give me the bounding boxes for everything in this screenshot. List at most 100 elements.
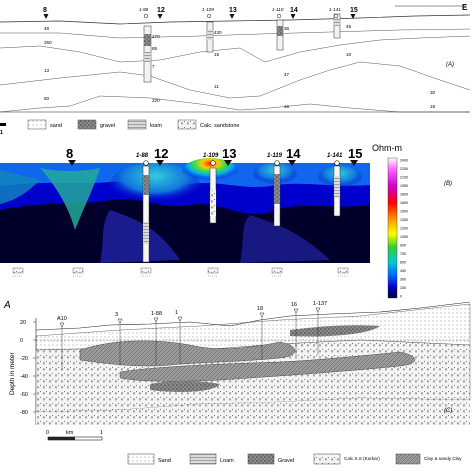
legend-bottom: 0 km 1 Sand Loam Gravel Calc.S.S (Kurkar… [46, 430, 462, 465]
colorbar-tick-label: 2100 [400, 176, 408, 180]
resistivity-value: 270 [152, 34, 160, 39]
legend-sand-label: sand [50, 123, 62, 129]
legend-gravel-swatch [247, 453, 275, 465]
borehole-loam [334, 176, 340, 198]
well-label: 1-88 [151, 311, 162, 317]
station-marker [68, 160, 76, 166]
panel-c-letter: A [3, 300, 11, 311]
scale-bar-fill [48, 437, 75, 440]
legend-loam-swatch [189, 453, 217, 465]
borehole-loam [334, 18, 340, 26]
legend-gravel-label: gravel [100, 123, 115, 129]
legend-top: 1 sand gravel loam Calc. sandstone [0, 119, 239, 136]
scale-label: 1 [0, 130, 3, 136]
colorbar-ticks: 2400225021001950180016501500135012001050… [400, 159, 408, 299]
station-label: 12 [157, 7, 165, 14]
clay-lens [79, 340, 296, 367]
colorbar-tick-label: 2250 [400, 167, 408, 171]
borehole-loam [143, 222, 149, 244]
borehole-marker [206, 13, 212, 19]
y-tick-label: -40 [20, 374, 28, 380]
station-number: 13 [222, 146, 236, 161]
well-marker [259, 312, 265, 318]
colorbar-tick-label: 1800 [400, 193, 408, 197]
borehole-marker [276, 13, 282, 19]
well-label: 1-137 [313, 301, 327, 307]
panel-a-layer-line [0, 95, 470, 113]
colorbar-tick-label: 300 [400, 278, 406, 282]
legend-gravel-swatch [77, 119, 97, 130]
scale-unit: km [66, 430, 74, 436]
borehole-marker [274, 160, 280, 166]
surface-profile [35, 301, 471, 331]
station-marker [350, 14, 356, 19]
borehole-column [142, 165, 150, 263]
borehole-loam [144, 52, 151, 62]
colorbar-tick-label: 1350 [400, 218, 408, 222]
well-label: 16 [291, 302, 297, 308]
panel-a-layer-line [0, 61, 471, 99]
legend-clay-label: Clay & sandy Clay [424, 456, 462, 461]
colorbar-tick-label: 0 [400, 295, 402, 299]
legend-sand-swatch [127, 453, 155, 465]
resistivity-value: 65 [152, 46, 158, 51]
well-label: 1 [175, 310, 178, 316]
colorbar-tick-label: 1200 [400, 227, 408, 231]
scale-right: 1 [100, 430, 103, 436]
legend-loam-label: loam [150, 123, 162, 129]
station-marker [157, 14, 163, 19]
borehole-marker [143, 13, 149, 19]
panel-a-stations: 8 1-88 12 1-109 13 1-110 14 1-141 15 [43, 7, 358, 19]
station-label: 13 [229, 7, 237, 14]
resistivity-cyan-zone [110, 163, 200, 207]
resistivity-value: 47 [284, 72, 290, 77]
panel-c: A 20 0 -20 -40 -60 -80 Depth in meter A10 3 1-8… [3, 300, 471, 425]
legend-gravel-label: Gravel [278, 458, 294, 464]
resistivity-value: 250 [44, 40, 52, 45]
scale-bar [0, 123, 6, 126]
well-label: A10 [57, 316, 67, 322]
station-number: 12 [154, 146, 168, 161]
legend-clay-swatch [395, 453, 421, 465]
resistivity-value: 220 [152, 98, 160, 103]
borehole-label: 1-88 [139, 7, 149, 12]
station-number: 8 [66, 146, 73, 161]
resistivity-value: 48 [44, 26, 50, 31]
well-marker [177, 316, 183, 322]
panel-a-resistivity-values: 48 250 13 80 270 65 7 220 430 15 11 36 47 16 45 10 30 18 [44, 24, 436, 109]
station-marker [229, 14, 235, 19]
station-label: 14 [290, 7, 298, 14]
resistivity-value: 7 [152, 64, 155, 69]
scale-left: 0 [46, 430, 49, 436]
station-marker [156, 160, 164, 166]
resistivity-blue-patch [100, 210, 180, 263]
legend-calc-label: Calc.S.S (Kurkar) [344, 456, 380, 461]
colorbar-tick-label: 600 [400, 261, 406, 265]
legend-calc-swatch [177, 119, 197, 130]
panel-a: 8 1-88 12 1-109 13 1-110 14 1-141 15 48 250 13 80 27… [0, 3, 471, 113]
station-tick [271, 267, 283, 274]
y-tick-label: 20 [20, 320, 26, 326]
well-marker [117, 318, 123, 324]
borehole-gravel [274, 174, 280, 204]
y-axis-ticks: 20 0 -20 -40 -60 -80 [20, 320, 36, 416]
station-tick [140, 267, 152, 274]
well-marker [293, 308, 299, 314]
station-tick [337, 267, 349, 274]
resistivity-value: 45 [346, 24, 352, 29]
resistivity-value: 11 [214, 84, 219, 89]
panel-b-station-ticks [12, 267, 349, 277]
station-marker [43, 14, 49, 19]
resistivity-value: 36 [284, 26, 290, 31]
borehole-gravel [143, 175, 149, 195]
colorbar-unit: Ohm-m [372, 143, 402, 153]
panel-b: 8 12 13 14 15 1-88 1-109 1-119 1-141 Ohm-m 2400 2… [0, 143, 452, 299]
panel-a-tag: (A) [446, 62, 454, 68]
station-number: 14 [286, 146, 301, 161]
borehole-label: 1-109 [202, 7, 214, 12]
station-number: 15 [348, 146, 362, 161]
gravel-lens [150, 381, 220, 392]
legend-sand-label: Sand [158, 458, 171, 464]
colorbar-tick-label: 1050 [400, 235, 408, 239]
station-label: 15 [350, 7, 358, 14]
